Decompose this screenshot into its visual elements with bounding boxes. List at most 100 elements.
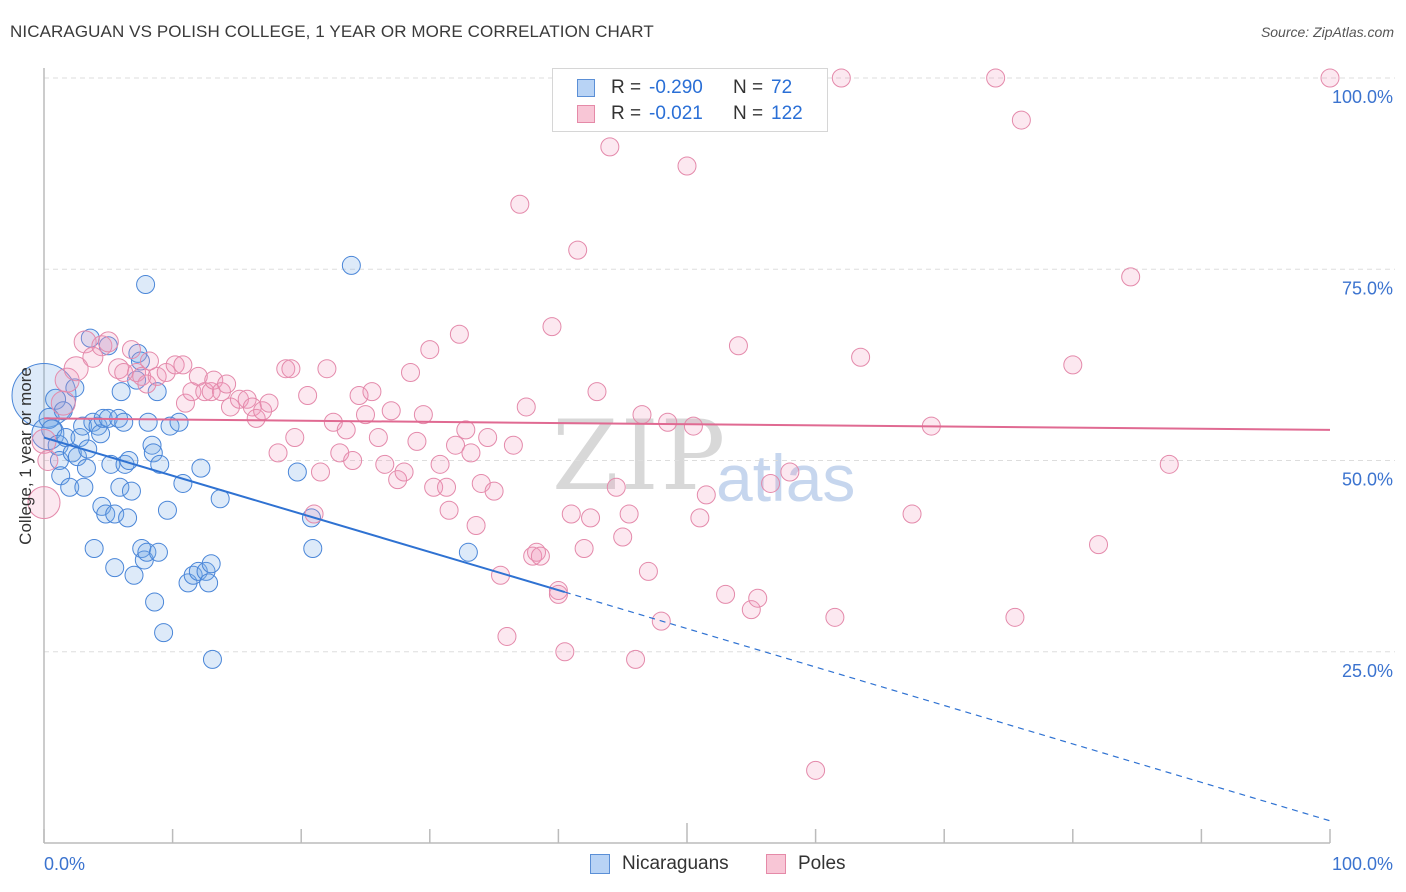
pole-point [497, 626, 517, 646]
nicaraguans-trend-line [43, 436, 566, 594]
legend-n-value: 72 [771, 77, 793, 98]
pole-point [446, 435, 466, 455]
pole-point [375, 454, 395, 474]
legend-swatch-poles [577, 105, 595, 123]
pole-point [1089, 535, 1109, 555]
pole-point [268, 443, 288, 463]
pole-point [437, 477, 457, 497]
pole-point [413, 405, 433, 425]
pole-point [317, 359, 337, 379]
pole-point [510, 194, 530, 214]
pole-point [362, 382, 382, 402]
legend-r-value: -0.290 [649, 77, 703, 98]
nicaraguan-point [145, 592, 165, 612]
pole-point [1159, 454, 1179, 474]
pole-point [851, 347, 871, 367]
pole-point [165, 355, 185, 375]
pole-point [658, 412, 678, 432]
pole-point [690, 508, 710, 528]
pole-point [626, 649, 646, 669]
bottom-legend-swatch-nicaraguans [590, 854, 610, 874]
pole-point [619, 504, 639, 524]
legend-n-value: 122 [771, 103, 803, 124]
pole-point [831, 68, 851, 88]
pole-point [139, 351, 159, 371]
nicaraguan-point [78, 439, 98, 459]
pole-point [121, 340, 141, 360]
nicaraguan-point [142, 435, 162, 455]
nicaraguan-point [70, 428, 90, 448]
pole-point [484, 481, 504, 501]
pole-point [568, 240, 588, 260]
watermark-zip: ZIP [552, 400, 728, 512]
pole-point [503, 435, 523, 455]
nicaraguan-point [202, 649, 222, 669]
pole-point [542, 317, 562, 337]
pole-point [561, 504, 581, 524]
pole-point [696, 485, 716, 505]
nicaraguan-point [62, 443, 82, 463]
source-label: Source: ZipAtlas.com [1260, 24, 1394, 40]
pole-point [349, 385, 369, 405]
legend-n-label: N = [733, 103, 764, 124]
nicaraguan-point [191, 458, 211, 478]
pole-point [97, 331, 119, 353]
pole-point [516, 397, 536, 417]
pole-point [217, 374, 237, 394]
pole-point [204, 370, 224, 390]
bottom-legend-label-poles: Poles [798, 853, 846, 874]
pole-point [27, 486, 61, 520]
pole-point [173, 355, 193, 375]
pole-point [310, 462, 330, 482]
nicaraguan-point [114, 412, 134, 432]
pole-point [276, 359, 296, 379]
pole-point [902, 504, 922, 524]
pole-point [478, 428, 498, 448]
pole-point [574, 538, 594, 558]
nicaraguan-point [105, 558, 125, 578]
nicaraguan-point [148, 542, 168, 562]
pole-point [401, 363, 421, 383]
pole-point [201, 382, 221, 402]
pole-point [638, 561, 658, 581]
legend-swatch-nicaraguans [577, 79, 595, 97]
pole-point [430, 454, 450, 474]
pole-point [37, 450, 59, 471]
watermark-atlas: atlas [716, 440, 855, 516]
poles-trend-line [43, 417, 1331, 431]
pole-point [780, 462, 800, 482]
y-tick-label: 50.0% [1342, 470, 1393, 490]
pole-point [632, 405, 652, 425]
nicaraguan-point [124, 565, 144, 585]
pole-point [281, 359, 301, 379]
pole-point [1005, 607, 1025, 627]
nicaraguan-point [173, 473, 193, 493]
bottom-legend-label-nicaraguans: Nicaraguans [622, 853, 729, 874]
nicaraguan-point [91, 424, 111, 444]
nicaraguan-point [143, 443, 163, 463]
pole-point [825, 607, 845, 627]
pole-point [137, 374, 157, 394]
pole-point [466, 516, 486, 536]
nicaraguan-point [287, 462, 307, 482]
nicaraguan-point [303, 538, 323, 558]
nicaraguan-point [150, 454, 170, 474]
pole-point [1320, 68, 1340, 88]
pole-point [285, 428, 305, 448]
x-tick-label: 0.0% [44, 854, 85, 874]
chart-title: NICARAGUAN VS POLISH COLLEGE, 1 YEAR OR … [10, 22, 654, 41]
nicaraguan-point [138, 412, 158, 432]
correlation-legend: R = -0.290 N = 72 R = -0.021 N = 122 [552, 68, 828, 132]
pole-point [600, 137, 620, 157]
pole-point [1063, 355, 1083, 375]
pole-point [50, 390, 76, 416]
pole-point [368, 428, 388, 448]
pole-point [259, 393, 279, 413]
pole-point [613, 527, 633, 547]
pole-point [82, 346, 104, 368]
pole-point [677, 156, 697, 176]
pole-point [456, 420, 476, 440]
bottom-legend-swatch-poles [766, 854, 786, 874]
pole-point [606, 477, 626, 497]
pole-point [420, 340, 440, 360]
